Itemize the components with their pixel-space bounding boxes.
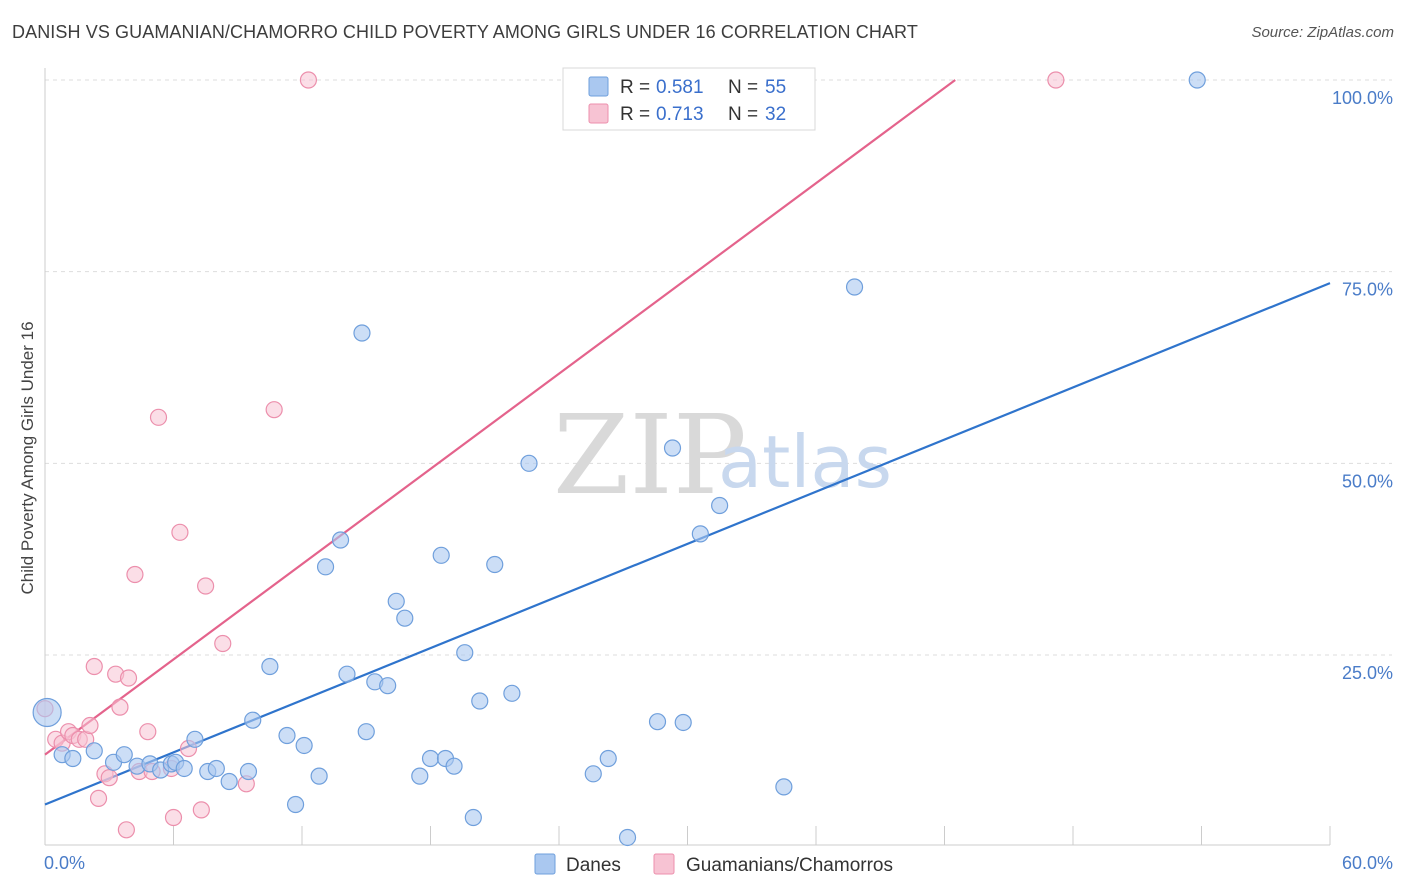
danes-point-31 — [396, 609, 414, 627]
danes-point-24 — [331, 531, 350, 549]
danes-point-49 — [674, 713, 692, 732]
danes-point-32 — [411, 767, 429, 785]
guam-point-15 — [119, 669, 138, 687]
danes-point-30 — [387, 592, 405, 610]
bottom-legend-guam-label: Guamanians/Chamorros — [686, 855, 893, 876]
correlation-legend: R = 0.581 N = 55 R = 0.713 N = 32 — [562, 67, 816, 131]
guam-point-30 — [1047, 71, 1065, 89]
guam-point-20 — [149, 408, 168, 426]
danes-point-15 — [220, 772, 238, 791]
danes-point-16 — [239, 762, 258, 781]
guam-point-24 — [192, 801, 210, 819]
danes-point-50 — [691, 525, 709, 543]
guam-point-18 — [139, 723, 157, 741]
danes-point-36 — [445, 757, 463, 775]
danes-point-53 — [845, 278, 864, 296]
chart-title: DANISH VS GUAMANIAN/CHAMORRO CHILD POVER… — [12, 22, 918, 42]
danes-point-41 — [503, 684, 521, 702]
danes-point-42 — [520, 454, 538, 472]
guam-point-26 — [214, 634, 232, 653]
y-tick-label-0: 25.0% — [1342, 663, 1393, 683]
x-tick-label-0: 0.0% — [44, 853, 85, 873]
guam-point-7 — [81, 716, 99, 735]
guam-point-16 — [126, 565, 144, 584]
bottom-legend-danes-swatch — [534, 853, 556, 875]
danes-point-45 — [618, 828, 637, 847]
danes-point-0 — [32, 697, 62, 728]
danes-point-38 — [464, 808, 482, 827]
danes-points — [32, 71, 1206, 847]
watermark: ZIP atlas — [553, 391, 892, 519]
danes-point-37 — [456, 644, 474, 662]
y-tick-label-2: 75.0% — [1342, 280, 1393, 300]
legend-guam-n-label: N = — [728, 104, 758, 125]
danes-point-21 — [295, 736, 313, 755]
x-tick-labels: 0.0% 60.0% — [44, 853, 1393, 873]
danes-point-23 — [316, 558, 335, 576]
danes-point-54 — [1188, 71, 1206, 89]
danes-point-40 — [486, 555, 504, 574]
danes-point-17 — [244, 711, 262, 729]
guam-point-14 — [117, 821, 135, 839]
danes-point-51 — [711, 496, 729, 515]
y-tick-label-1: 50.0% — [1342, 471, 1393, 491]
danes-point-35 — [432, 546, 450, 564]
danes-point-48 — [663, 439, 682, 457]
danes-point-26 — [357, 723, 375, 741]
danes-point-19 — [278, 726, 296, 745]
danes-point-29 — [353, 324, 371, 342]
source-label: Source: ZipAtlas.com — [1251, 24, 1394, 41]
danes-point-39 — [471, 692, 489, 710]
x-tick-label-1: 60.0% — [1342, 853, 1393, 873]
legend-danes-n-value: 55 — [765, 77, 786, 98]
danes-point-47 — [648, 713, 667, 731]
danes-point-28 — [379, 677, 397, 695]
y-tick-label-3: 100.0% — [1332, 88, 1393, 108]
guam-point-22 — [171, 523, 189, 541]
danes-point-14 — [207, 759, 225, 778]
legend-guam-swatch — [588, 103, 609, 124]
danes-point-20 — [286, 795, 305, 814]
guam-point-8 — [85, 657, 103, 676]
legend-danes-r-value: 0.581 — [656, 77, 704, 98]
guam-point-11 — [100, 769, 118, 787]
guam-point-29 — [299, 71, 318, 89]
danes-point-5 — [115, 746, 133, 764]
legend-danes-n-label: N = — [728, 77, 758, 98]
bottom-legend-guam-swatch — [653, 853, 675, 875]
legend-danes-swatch — [588, 76, 609, 97]
watermark-zip: ZIP — [553, 391, 747, 519]
danes-point-25 — [338, 665, 356, 683]
danes-point-3 — [85, 742, 103, 760]
legend-guam-r-label: R = — [620, 104, 650, 125]
danes-point-43 — [584, 765, 602, 783]
grid-lines — [45, 79, 1392, 656]
danes-point-11 — [175, 759, 193, 778]
guam-point-13 — [111, 698, 129, 716]
legend-guam-n-value: 32 — [765, 104, 786, 125]
danes-point-18 — [261, 657, 279, 676]
guam-trend-line — [44, 79, 956, 756]
bottom-legend-danes-label: Danes — [566, 855, 621, 876]
danes-point-33 — [421, 749, 440, 768]
guam-point-28 — [265, 401, 283, 419]
watermark-atlas: atlas — [718, 420, 892, 504]
guam-points — [36, 71, 1065, 839]
danes-point-52 — [775, 778, 793, 796]
legend-danes-r-label: R = — [620, 77, 650, 98]
guam-point-9 — [89, 789, 108, 807]
danes-point-12 — [186, 730, 204, 748]
y-tick-labels: 25.0% 50.0% 75.0% 100.0% — [1332, 88, 1393, 683]
danes-point-44 — [599, 749, 617, 768]
series-legend: Danes Guamanians/Chamorros — [534, 853, 893, 876]
guam-point-21 — [164, 808, 183, 827]
guam-point-25 — [197, 577, 215, 595]
danes-point-2 — [64, 749, 82, 768]
danes-point-22 — [310, 767, 328, 785]
legend-guam-r-value: 0.713 — [656, 104, 704, 125]
y-axis-label: Child Poverty Among Girls Under 16 — [18, 321, 37, 594]
